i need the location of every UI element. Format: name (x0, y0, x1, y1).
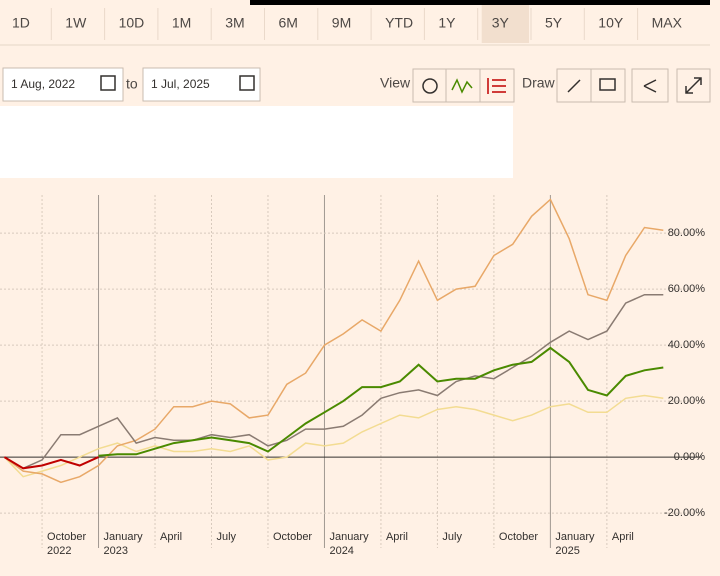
date-from: 1 Aug, 2022 (11, 77, 75, 91)
view-label: View (380, 75, 411, 91)
range-button[interactable]: 6M (279, 15, 298, 31)
x-year-label: 2023 (104, 545, 128, 557)
plot: October January April July October January Apr… (0, 195, 705, 557)
x-tick-label: January (329, 531, 369, 543)
to-label: to (126, 76, 138, 92)
range-selected-bg (481, 5, 529, 43)
series-line (3, 198, 664, 484)
range-button[interactable]: 1W (65, 15, 87, 31)
series-line (4, 293, 664, 470)
date-from-input[interactable] (2, 67, 124, 102)
share-button[interactable] (631, 68, 669, 103)
top-bar (250, 0, 710, 5)
x-year-label: 2022 (47, 545, 71, 557)
share-icon (643, 79, 657, 93)
series-line (3, 456, 99, 470)
x-year-label: 2025 (555, 545, 579, 557)
draw-line-icon[interactable] (567, 79, 581, 93)
series-line (98, 346, 664, 457)
x-tick-label: July (442, 531, 462, 543)
compare-icon[interactable] (487, 78, 506, 94)
x-tick-label: January (104, 531, 144, 543)
y-tick-label: 80.00% (668, 227, 706, 239)
range-bar: 1D 1W 10D 1M 3M 6M 9M YTD 1Y 3Y 5Y 10Y MAX (12, 5, 683, 43)
view-buttons (412, 68, 515, 103)
x-tick-label: April (386, 531, 408, 543)
range-button[interactable]: 1Y (438, 15, 456, 31)
clock-icon[interactable] (422, 78, 438, 94)
calendar-icon[interactable] (100, 75, 116, 91)
line-icon[interactable] (451, 78, 473, 94)
range-button[interactable]: 10Y (598, 15, 624, 31)
y-tick-label: 0.00% (674, 451, 705, 463)
x-tick-label: October (273, 531, 312, 543)
range-button[interactable]: 1D (12, 15, 30, 31)
range-button[interactable]: 10D (119, 15, 145, 31)
x-tick-label: January (555, 531, 595, 543)
range-button[interactable]: 5Y (545, 15, 563, 31)
y-tick-label: 60.00% (668, 283, 706, 295)
range-button[interactable]: 3M (225, 15, 244, 31)
date-to: 1 Jul, 2025 (151, 77, 210, 91)
range-button[interactable]: 3Y (492, 15, 510, 31)
y-tick-label: 40.00% (668, 339, 706, 351)
draw-label: Draw (522, 75, 556, 91)
x-year-label: 2024 (329, 545, 353, 557)
x-tick-label: April (612, 531, 634, 543)
x-tick-label: April (160, 531, 182, 543)
calendar-icon[interactable] (239, 75, 255, 91)
y-tick-label: -20.00% (664, 507, 705, 519)
x-tick-label: October (47, 531, 86, 543)
expand-icon (685, 77, 702, 94)
range-button[interactable]: 9M (332, 15, 351, 31)
y-tick-label: 20.00% (668, 395, 706, 407)
series-line (3, 394, 664, 478)
info-panel (0, 106, 513, 178)
comment-icon[interactable] (599, 78, 616, 91)
range-button[interactable]: 1M (172, 15, 191, 31)
range-button[interactable]: YTD (385, 15, 413, 31)
x-tick-label: July (216, 531, 236, 543)
x-tick-label: October (499, 531, 538, 543)
range-button[interactable]: MAX (652, 15, 683, 31)
